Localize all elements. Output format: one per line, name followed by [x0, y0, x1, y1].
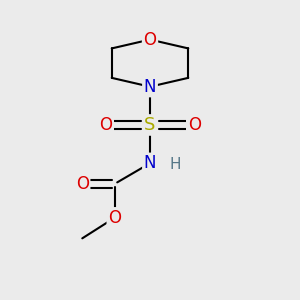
Text: O: O [99, 116, 112, 134]
Text: N: N [144, 154, 156, 172]
Text: O: O [143, 31, 157, 49]
Text: O: O [188, 116, 201, 134]
Text: H: H [169, 157, 181, 172]
Text: O: O [108, 209, 121, 227]
Text: N: N [144, 78, 156, 96]
Text: O: O [76, 175, 89, 193]
Text: S: S [144, 116, 156, 134]
